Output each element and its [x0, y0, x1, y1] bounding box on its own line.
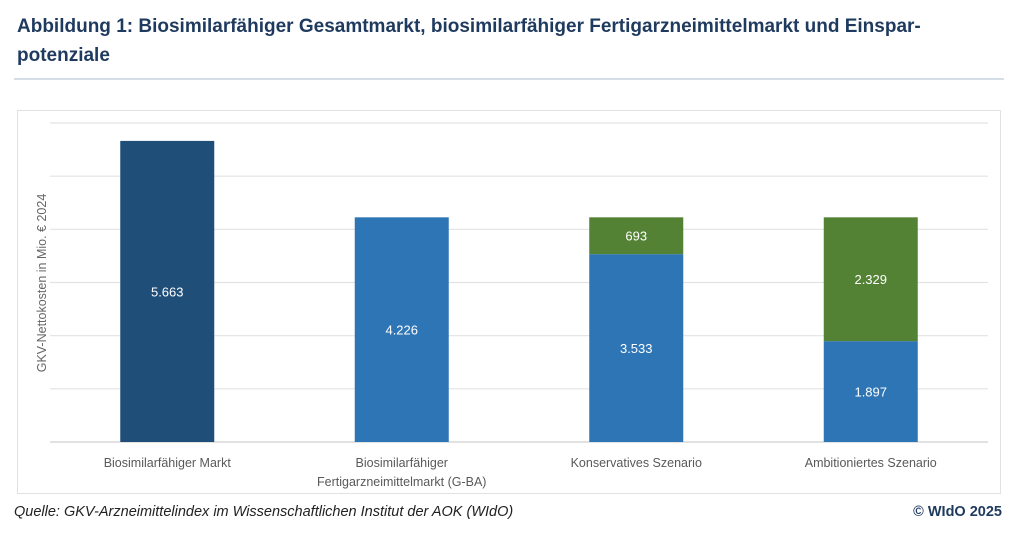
- figure-title-line-2: potenziale: [17, 45, 110, 66]
- x-tick-label: Biosimilarfähiger Markt: [104, 456, 232, 470]
- x-tick-label: Konservatives Szenario: [571, 456, 702, 470]
- bar-segment: [823, 217, 918, 342]
- x-tick-label: Biosimilarfähiger: [356, 456, 448, 470]
- data-label: 1.897: [854, 385, 887, 400]
- x-tick-label: Ambitioniertes Szenario: [805, 456, 937, 470]
- bar-segment: [589, 254, 684, 442]
- x-tick-labels: Biosimilarfähiger Markt Biosimilarfähiger…: [104, 456, 937, 489]
- bar-segment: [589, 217, 684, 255]
- figure-title: Abbildung 1: Biosimilarfähiger Gesamtmar…: [17, 12, 1007, 70]
- bars: [120, 140, 918, 442]
- source-note: Quelle: GKV-Arzneimittelindex im Wissens…: [14, 504, 514, 520]
- copyright: © WIdO 2025: [913, 504, 1002, 520]
- figure-title-line-1: Abbildung 1: Biosimilarfähiger Gesamtmar…: [17, 16, 921, 37]
- data-label: 2.329: [854, 272, 887, 287]
- bar-segment: [823, 341, 918, 442]
- data-label: 5.663: [151, 284, 184, 299]
- bar-segment: [120, 140, 215, 442]
- data-label: 4.226: [385, 323, 418, 338]
- data-label: 3.533: [620, 341, 653, 356]
- y-axis-label: GKV-Nettokosten in Mio. € 2024: [35, 194, 49, 373]
- title-divider: [14, 78, 1004, 80]
- data-label: 693: [625, 229, 647, 244]
- data-labels: 5.663 4.226 3.533 693 1.897 2.329: [151, 229, 887, 400]
- x-tick-label: Fertigarzneimittelmarkt (G-BA): [317, 475, 486, 489]
- chart-frame: [17, 110, 1001, 494]
- bar-segment: [354, 217, 449, 442]
